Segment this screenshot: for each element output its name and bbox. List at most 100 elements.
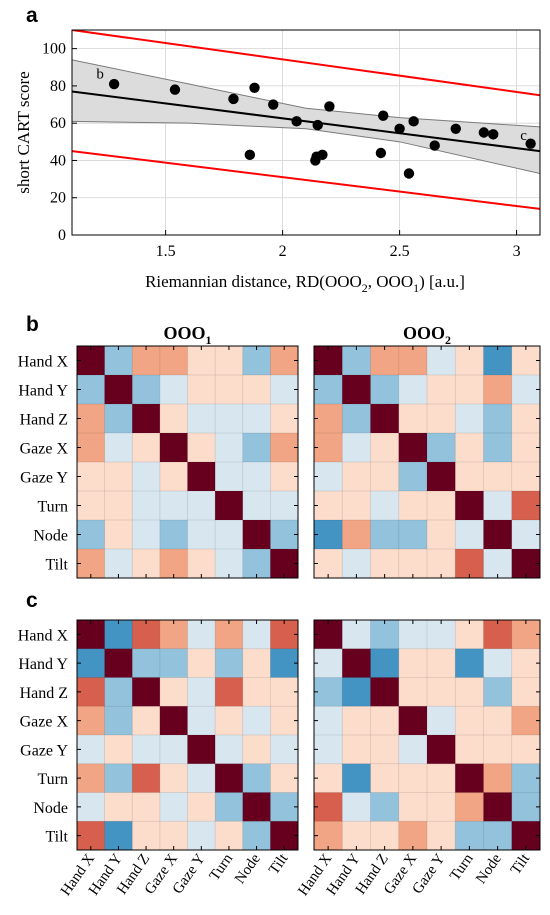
heatmap-cell — [77, 346, 105, 376]
heatmap-row-label: Turn — [37, 499, 68, 516]
heatmap-cell — [483, 375, 513, 405]
heatmap-cell — [511, 346, 541, 376]
heatmap-row-label: Hand Z — [20, 412, 68, 429]
heatmap-cell — [427, 520, 456, 550]
heatmap-cell — [132, 404, 161, 434]
confidence-band — [72, 59, 540, 174]
heatmap-cell — [511, 821, 541, 851]
heatmap-cell — [342, 763, 371, 793]
heatmap-cell — [314, 520, 343, 550]
heatmap-cell — [242, 375, 271, 405]
heatmap-cell — [187, 821, 216, 851]
heatmap-cell — [314, 491, 343, 521]
data-point — [429, 140, 440, 151]
heatmap-row-label: Node — [33, 528, 68, 545]
axes-box — [71, 29, 541, 236]
heatmap-cell — [187, 620, 216, 650]
confidence-lower-line — [72, 120, 540, 174]
heatmap-cell — [159, 520, 188, 550]
heatmap-cell — [159, 735, 188, 765]
heatmap-cell — [242, 763, 271, 793]
heatmap-cell — [159, 375, 188, 405]
heatmap-cell — [342, 821, 371, 851]
heatmap-cell — [77, 648, 105, 678]
heatmap-cell — [215, 491, 244, 521]
heatmap-cell — [77, 763, 105, 793]
heatmap-cell — [398, 346, 428, 376]
heatmap-cell — [427, 677, 456, 707]
heatmap-cell — [242, 821, 271, 851]
heatmap-cell — [187, 792, 216, 822]
heatmap-cell — [104, 520, 133, 550]
data-point — [488, 129, 499, 140]
data-point — [450, 123, 461, 134]
heatmap-cell — [483, 620, 513, 650]
heatmap-cell — [314, 375, 343, 405]
heatmap-cell — [215, 620, 244, 650]
x-tick-label: 2 — [279, 243, 287, 260]
x-tick-label: 2.5 — [390, 243, 410, 260]
heatmap-cell — [132, 462, 161, 492]
heatmap-cell — [314, 735, 343, 765]
heatmap-row-label: Turn — [37, 771, 68, 788]
heatmap-cell — [483, 706, 513, 736]
heatmap-cell — [314, 346, 343, 376]
heatmap-cell — [77, 462, 105, 492]
data-point — [317, 149, 328, 161]
heatmap-cell — [483, 648, 513, 678]
heatmap-cell — [427, 462, 456, 492]
heatmap-cell — [342, 346, 371, 376]
heatmap-row-label: Gaze X — [20, 714, 69, 731]
heatmap-cell — [270, 375, 299, 405]
heatmap-cell — [342, 706, 371, 736]
y-tick-label: 80 — [50, 78, 66, 95]
heatmap-cell — [370, 491, 400, 521]
heatmap-cell — [511, 520, 541, 550]
heatmap-cell — [511, 735, 541, 765]
heatmap-cell — [455, 821, 484, 851]
heatmap-cell — [455, 620, 484, 650]
heatmap-cell — [398, 706, 428, 736]
heatmap-cell — [104, 433, 133, 463]
heatmap-cell — [242, 792, 271, 822]
heatmap-cell — [342, 735, 371, 765]
heatmap-cell — [270, 706, 299, 736]
heatmap-cell — [242, 677, 271, 707]
data-point — [169, 84, 181, 95]
data-point — [268, 99, 279, 110]
data-point — [324, 101, 335, 112]
heatmap-cell — [159, 706, 188, 736]
heatmap-cell — [104, 735, 133, 765]
heatmap-cell — [215, 677, 244, 707]
heatmap-cell — [455, 404, 484, 434]
heatmap-title: OOO1 — [163, 323, 211, 347]
heatmap-cell — [342, 792, 371, 822]
heatmap-border — [313, 345, 541, 579]
heatmap-cell — [132, 706, 161, 736]
heatmap-cell — [104, 677, 133, 707]
heatmap-cell — [215, 706, 244, 736]
heatmap-cell — [187, 677, 216, 707]
heatmap-cell — [370, 735, 400, 765]
heatmap-cell — [187, 375, 216, 405]
heatmap-cell — [483, 491, 513, 521]
heatmap-cell — [132, 375, 161, 405]
heatmap-cell — [215, 520, 244, 550]
heatmap-cell — [427, 491, 456, 521]
panel-letter-b: b — [26, 313, 39, 336]
heatmap-cell — [242, 735, 271, 765]
heatmap-cell — [242, 706, 271, 736]
heatmap-cell — [215, 462, 244, 492]
heatmap-cell — [511, 491, 541, 521]
heatmap-cell — [314, 549, 343, 579]
heatmap-row-label: Hand Z — [20, 685, 68, 702]
heatmap-cell — [342, 520, 371, 550]
heatmap-cell — [342, 433, 371, 463]
heatmap-cell — [77, 735, 105, 765]
heatmap-cell — [270, 462, 299, 492]
heatmap-cell — [427, 433, 456, 463]
heatmap-cell — [132, 792, 161, 822]
heatmap-cell — [187, 462, 216, 492]
